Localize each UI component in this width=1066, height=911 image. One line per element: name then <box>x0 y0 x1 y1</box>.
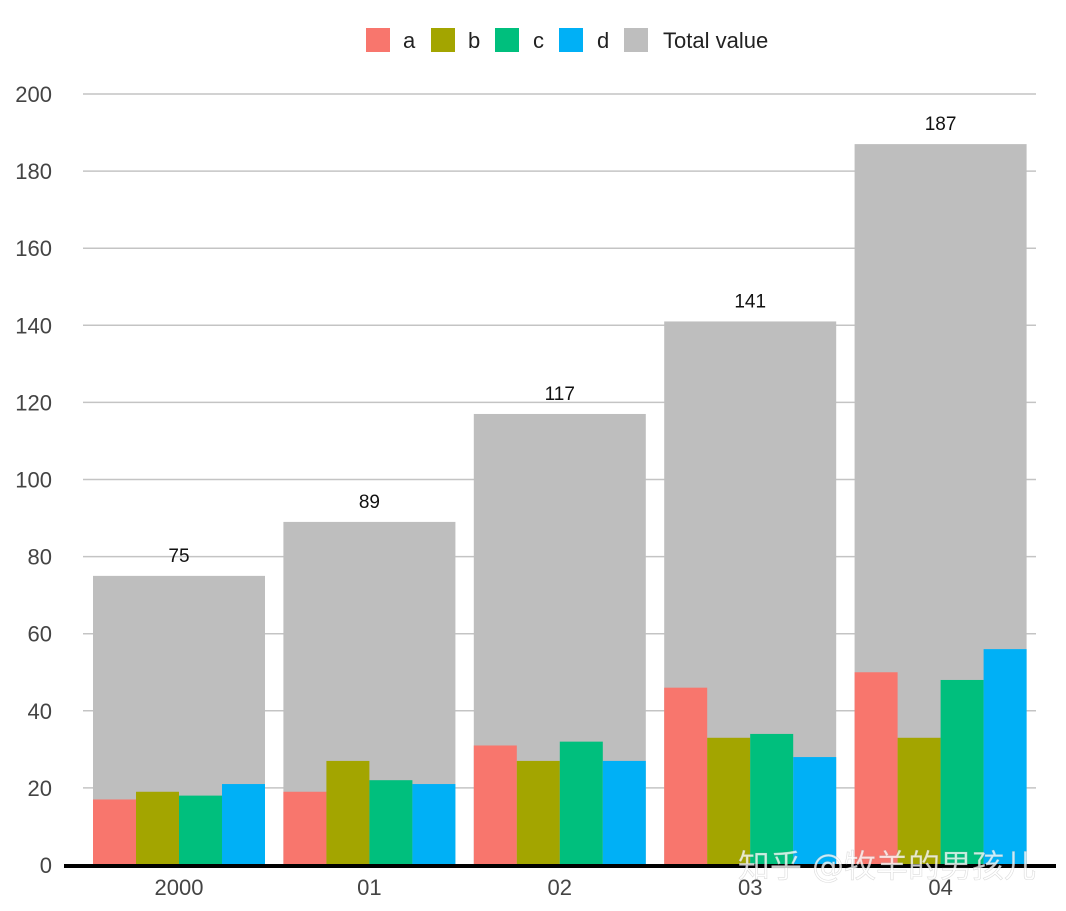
bar-d-01 <box>412 784 456 865</box>
legend-swatch-b <box>431 28 455 52</box>
legend-label: c <box>533 28 544 53</box>
data-label-total: 141 <box>734 291 766 312</box>
legend-swatch-total-value <box>624 28 648 52</box>
y-tick-label: 200 <box>15 82 52 107</box>
y-tick-label: 120 <box>15 390 52 415</box>
bar-d-02 <box>602 760 646 865</box>
y-tick-label: 180 <box>15 159 52 184</box>
y-tick-label: 100 <box>15 468 52 493</box>
bar-d-04 <box>983 649 1027 865</box>
bar-b-01 <box>326 760 370 865</box>
y-tick-label: 80 <box>28 545 52 570</box>
x-tick-label: 03 <box>738 875 762 900</box>
bar-a-02 <box>473 745 517 865</box>
data-labels: 75 89 117 141 187 <box>168 114 956 567</box>
y-tick-label: 140 <box>15 313 52 338</box>
bar-a-2000 <box>93 799 136 865</box>
bar-d-03 <box>793 757 837 865</box>
bar-d-2000 <box>222 784 265 865</box>
axes: 0 20 40 60 80 100 120 140 160 180 200 2000 01 02 03 04 <box>15 82 1056 900</box>
legend-swatch-a <box>366 28 390 52</box>
legend-label: b <box>468 28 480 53</box>
data-label-total: 117 <box>545 384 575 405</box>
bars <box>93 144 1027 866</box>
bar-c-02 <box>559 741 603 865</box>
x-tick-label: 2000 <box>155 875 204 900</box>
bar-b-03 <box>707 737 751 865</box>
y-tick-label: 20 <box>28 776 52 801</box>
y-tick-label: 0 <box>40 853 52 878</box>
x-tick-label: 02 <box>548 875 572 900</box>
x-tick-label: 04 <box>928 875 952 900</box>
bar-c-01 <box>369 780 413 865</box>
bar-a-04 <box>854 672 898 865</box>
data-label-total: 187 <box>925 114 957 135</box>
watermark-text: 知乎 @牧羊的男孩儿 <box>738 847 1036 885</box>
legend: a b c d Total value <box>366 28 768 53</box>
bar-c-2000 <box>179 795 222 865</box>
bar-a-03 <box>664 687 708 865</box>
data-label-total: 89 <box>359 492 380 513</box>
y-tick-label: 60 <box>28 622 52 647</box>
bar-b-02 <box>516 760 560 865</box>
legend-swatch-c <box>495 28 519 52</box>
y-tick-label: 40 <box>28 699 52 724</box>
bar-b-04 <box>897 737 941 865</box>
x-tick-label: 01 <box>357 875 381 900</box>
legend-swatch-d <box>559 28 583 52</box>
legend-label: Total value <box>663 28 768 53</box>
legend-label: d <box>597 28 609 53</box>
data-label-total: 75 <box>168 546 189 567</box>
bar-c-04 <box>940 679 984 865</box>
bar-c-03 <box>750 733 794 865</box>
bar-b-2000 <box>136 791 179 865</box>
y-tick-label: 160 <box>15 236 52 261</box>
legend-label: a <box>403 28 416 53</box>
bar-a-01 <box>283 791 327 865</box>
